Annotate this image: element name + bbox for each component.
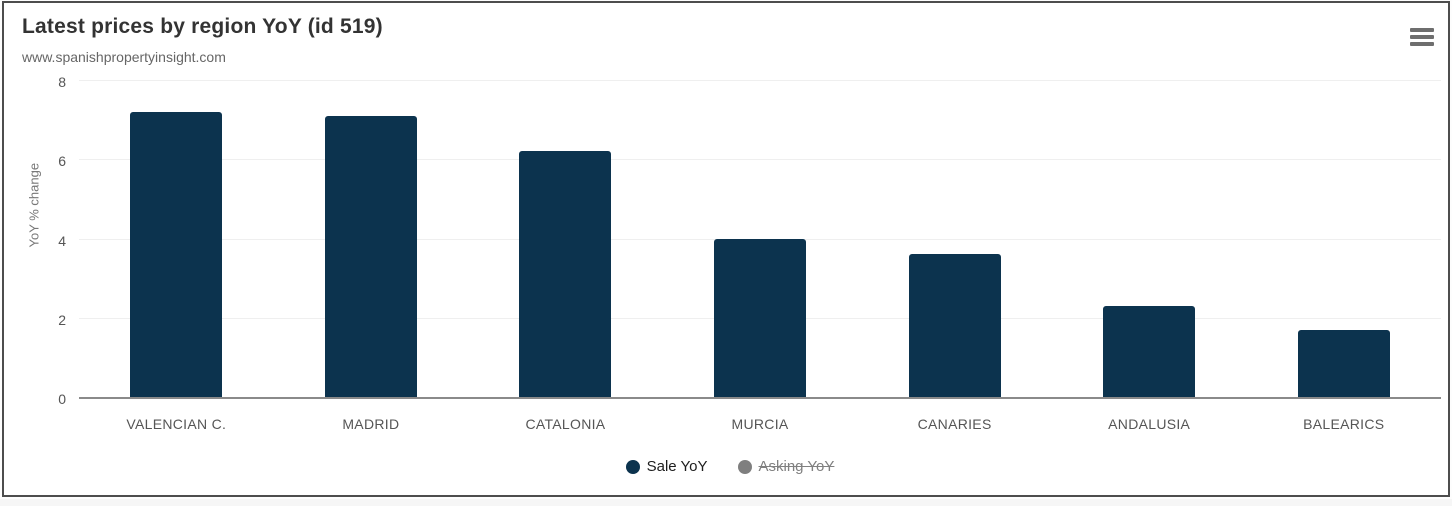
y-tick-label: 6 (58, 153, 66, 170)
bar-andalusia[interactable] (1103, 305, 1196, 397)
bar-madrid[interactable] (324, 115, 417, 397)
chart-title: Latest prices by region YoY (id 519) (22, 15, 383, 38)
legend-label: Sale YoY (646, 458, 708, 475)
x-category-label: MURCIA (731, 416, 789, 432)
hamburger-icon (1410, 35, 1434, 39)
chart-export-menu-button[interactable] (1408, 25, 1438, 49)
chart-subtitle: www.spanishpropertyinsight.com (22, 49, 226, 65)
legend-item-sale-yoy[interactable]: Sale YoY (625, 458, 708, 475)
series-marker-icon (625, 459, 640, 474)
series-marker-icon (737, 459, 752, 474)
hamburger-icon (1410, 28, 1434, 32)
x-category-label: VALENCIAN C. (126, 416, 227, 432)
gridline (79, 80, 1441, 81)
x-axis-labels: VALENCIAN C. MADRID CATALONIA MURCIA CANARIE… (79, 416, 1441, 432)
x-category-label: ANDALUSIA (1108, 416, 1191, 432)
hamburger-icon (1410, 42, 1434, 46)
chart-container: Latest prices by region YoY (id 519) www… (2, 1, 1450, 497)
y-tick-label: 4 (58, 232, 66, 249)
bar-balearics[interactable] (1297, 329, 1390, 397)
legend-label: Asking YoY (758, 458, 835, 475)
x-category-label: BALEARICS (1303, 416, 1385, 432)
bar-murcia[interactable] (714, 238, 806, 397)
bar-catalonia[interactable] (519, 151, 612, 397)
legend: Sale YoY Asking YoY (4, 458, 1452, 475)
bar-valencian-c[interactable] (130, 111, 223, 397)
x-category-label: CATALONIA (525, 416, 606, 432)
y-tick-label: 8 (58, 74, 66, 90)
y-tick-label: 2 (58, 311, 66, 328)
plot-area (79, 80, 1441, 399)
legend-item-asking-yoy[interactable]: Asking YoY (737, 458, 835, 475)
gridline (79, 159, 1441, 161)
bar-canaries[interactable] (908, 254, 1001, 397)
y-tick-label: 0 (58, 391, 66, 407)
page-below-chart (0, 499, 1452, 506)
x-category-label: CANARIES (917, 416, 992, 432)
x-category-label: MADRID (342, 416, 400, 432)
